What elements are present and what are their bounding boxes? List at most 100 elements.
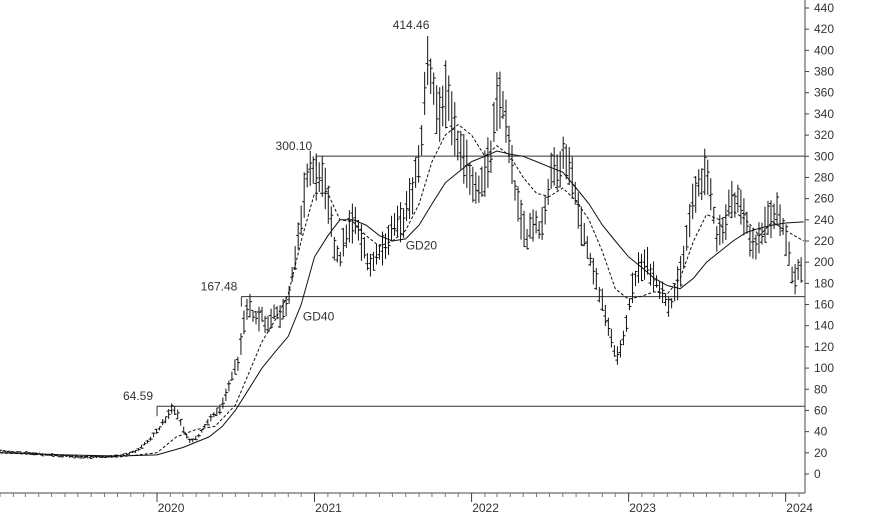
y-tick-label: 100: [814, 361, 834, 375]
price-bar: [332, 236, 337, 261]
price-bar: [184, 433, 189, 439]
y-tick-label: 360: [814, 86, 834, 100]
price-bar: [362, 237, 367, 259]
price-bar: [714, 226, 719, 252]
price-bar: [627, 298, 632, 311]
price-bar: [172, 406, 177, 415]
price-bar: [151, 432, 156, 438]
price-bar: [799, 257, 804, 283]
price-bar: [22, 451, 27, 454]
y-tick-label: 280: [814, 170, 834, 184]
price-bar: [687, 203, 692, 238]
price-bar: [229, 371, 234, 381]
price-bar: [732, 192, 737, 218]
price-bar: [25, 451, 30, 455]
price-bar: [88, 455, 93, 460]
y-tick-label: 260: [814, 192, 834, 206]
price-bar: [157, 426, 162, 431]
price-bar: [699, 168, 704, 200]
price-bar: [314, 153, 319, 201]
price-bar: [287, 285, 292, 304]
price-bar: [82, 456, 87, 459]
price-bar: [516, 186, 521, 222]
price-bar: [434, 85, 439, 134]
price-bar: [377, 244, 382, 260]
price-bar: [455, 130, 460, 161]
x-tick-label: 2020: [158, 501, 185, 515]
price-bar: [561, 136, 566, 169]
price-bar: [85, 455, 90, 459]
series-gd40-line: [0, 150, 804, 457]
price-bar: [302, 172, 307, 218]
price-bar: [55, 454, 60, 457]
price-bar: [431, 72, 436, 105]
price-bar: [522, 210, 527, 248]
price-bar: [428, 58, 433, 94]
price-bar: [136, 448, 141, 451]
price-bar: [615, 346, 620, 365]
price-bar: [772, 203, 777, 230]
price-bar: [133, 450, 138, 453]
price-bar: [139, 444, 144, 449]
price-bar: [573, 181, 578, 205]
price-bar: [383, 233, 388, 259]
price-bar: [759, 222, 764, 245]
price-bar: [675, 266, 680, 301]
price-bar: [416, 145, 421, 183]
y-tick-label: 60: [814, 403, 828, 417]
peak-label: 414.46: [393, 18, 430, 32]
price-bar: [669, 298, 674, 309]
price-bar: [660, 281, 665, 304]
price-bar: [350, 203, 355, 244]
price-bar: [419, 125, 424, 156]
price-bar: [226, 380, 231, 392]
price-bar: [79, 456, 84, 459]
price-bar: [506, 125, 511, 164]
price-bar: [663, 293, 668, 306]
price-bar: [371, 251, 376, 271]
price-bar: [684, 224, 689, 251]
price-bar: [293, 246, 298, 270]
price-bar: [175, 409, 180, 420]
price-bar: [368, 253, 373, 277]
price-bar: [7, 450, 12, 454]
price-bar: [642, 249, 647, 280]
price-bar: [269, 308, 274, 329]
price-bar: [317, 162, 322, 193]
y-tick-label: 140: [814, 319, 834, 333]
price-bar: [476, 175, 481, 203]
price-bar: [353, 206, 358, 235]
y-tick-label: 80: [814, 382, 828, 396]
price-bar: [570, 156, 575, 199]
price-bar: [741, 198, 746, 236]
price-bar: [163, 416, 168, 424]
price-bar: [485, 137, 490, 188]
price-bar: [100, 455, 105, 459]
price-bar: [28, 452, 33, 455]
price-bar: [241, 310, 246, 335]
price-bar: [365, 253, 370, 271]
price-bar: [603, 304, 608, 327]
price-bar: [753, 234, 758, 260]
price-bar: [329, 206, 334, 237]
price-bar: [552, 147, 557, 186]
price-bar: [275, 306, 280, 320]
price-bar: [341, 227, 346, 257]
price-bar: [187, 438, 192, 443]
price-bar: [263, 315, 268, 333]
price-bar: [407, 177, 412, 220]
price-bar: [106, 455, 111, 458]
price-bar: [597, 286, 602, 303]
price-bar: [449, 91, 454, 146]
price-bar: [543, 195, 548, 225]
price-bar: [344, 224, 349, 248]
price-bar: [386, 225, 391, 255]
y-tick-label: 20: [814, 446, 828, 460]
price-bar: [154, 428, 159, 434]
level-64-label: 64.59: [123, 389, 153, 403]
price-bar: [467, 162, 472, 195]
price-bar: [735, 184, 740, 213]
price-bar: [145, 440, 150, 444]
price-bar: [633, 270, 638, 287]
